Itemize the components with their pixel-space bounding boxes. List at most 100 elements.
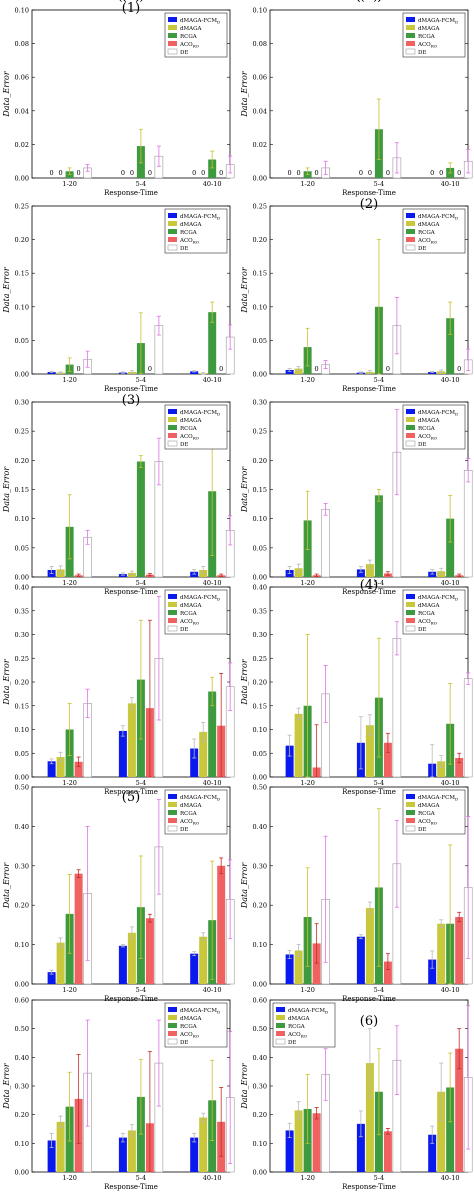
zero-label: 0: [201, 169, 205, 177]
x-tick-label: 5-4: [136, 1174, 146, 1182]
y-tick-label: 0.00: [253, 574, 267, 582]
y-tick-label: 0.50: [15, 1025, 29, 1033]
legend-label: DE: [288, 1040, 296, 1046]
y-tick-label: 0.40: [15, 823, 29, 831]
x-tick-label: 40-10: [203, 579, 222, 587]
y-axis-label: Data_Error: [2, 70, 11, 117]
panel-title: (5): [122, 790, 140, 805]
legend-label: ACORO: [417, 42, 438, 49]
y-tick-label: 0.05: [253, 750, 267, 758]
chart-panel-12: (12) 0.00 0.10 0.20 0.30 0.40 0.50 0.60 Data_Err…: [240, 0, 473, 1191]
legend-label: DE: [418, 442, 426, 448]
legend-label: dMAGA: [180, 1016, 203, 1022]
x-tick-label: 5-4: [374, 779, 384, 787]
y-tick-label: 0.20: [253, 679, 267, 687]
panel-title: (2): [360, 197, 378, 212]
legend-swatch: [276, 1023, 285, 1028]
legend-label: DE: [180, 1040, 188, 1046]
legend-swatch: [168, 802, 177, 807]
y-tick-label: 0.10: [253, 941, 267, 949]
y-tick-label: 0.30: [253, 862, 267, 870]
bar: [199, 1117, 208, 1172]
legend-label: ACORO: [179, 42, 200, 49]
legend-label: dMAGA: [418, 26, 441, 32]
legend-label: dMAGA-FCMD: [418, 18, 458, 25]
bar: [190, 953, 199, 984]
x-tick-label: 5-4: [374, 579, 384, 587]
y-tick-label: 0.35: [15, 607, 29, 615]
legend-label: dMAGA: [418, 418, 441, 424]
bar: [136, 461, 145, 577]
zero-label: 0: [130, 169, 134, 177]
chart-panel-1: (1) 0.00 0.02 0.04 0.06 0.08 0.10 Data_Error Res…: [2, 1, 235, 197]
bar: [428, 959, 437, 984]
y-tick-label: 0.15: [253, 702, 267, 710]
y-axis-label: Data_Error: [2, 658, 11, 705]
bar: [321, 509, 330, 578]
bar: [383, 742, 392, 777]
x-tick-label: 5-4: [136, 376, 146, 384]
y-tick-label: 0.10: [15, 1140, 29, 1148]
y-tick-label: 0.40: [15, 1054, 29, 1062]
legend-swatch: [406, 433, 415, 438]
legend-swatch: [168, 602, 177, 607]
bar: [383, 1131, 392, 1172]
y-axis-label: Data_Error: [240, 1062, 249, 1109]
zero-label: 0: [148, 169, 152, 177]
x-axis-label: Response-Time: [104, 788, 158, 796]
zero-label: 0: [297, 169, 301, 177]
bar: [118, 1137, 127, 1172]
legend-swatch: [406, 425, 415, 430]
legend-swatch: [168, 425, 177, 430]
legend-label: DE: [180, 442, 188, 448]
bar: [294, 368, 303, 374]
legend-label: DE: [180, 627, 188, 633]
zero-label: 0: [430, 169, 434, 177]
x-tick-label: 5-4: [374, 986, 384, 994]
x-tick-label: 40-10: [441, 986, 460, 994]
bar: [47, 761, 56, 777]
y-tick-label: 0.30: [15, 1083, 29, 1091]
y-tick-label: 0.40: [15, 584, 29, 592]
axes-frame: [31, 9, 231, 179]
legend-swatch: [406, 810, 415, 815]
bar: [190, 371, 199, 374]
bar: [294, 1110, 303, 1172]
bar: [312, 943, 321, 984]
legend-swatch: [406, 237, 415, 242]
zero-label: 0: [457, 169, 461, 177]
panel-title: (6): [360, 1014, 378, 1029]
legend-label: dMAGA-FCMD: [288, 1008, 328, 1015]
legend-swatch: [168, 17, 177, 22]
legend-label: ACORO: [179, 238, 200, 245]
legend-label: dMAGA-FCMD: [418, 595, 458, 602]
bar: [127, 1130, 136, 1172]
bar: [74, 761, 83, 777]
legend-label: DE: [418, 627, 426, 633]
legend-label: RCGA: [418, 230, 436, 236]
chart-panel-10: (10) 0.00 0.10 0.20 0.30 0.40 0.50 Data_Error Re…: [240, 0, 473, 1003]
bar: [446, 318, 455, 374]
legend-swatch: [168, 237, 177, 242]
bar: [74, 873, 83, 984]
x-tick-label: 40-10: [441, 579, 460, 587]
y-tick-label: 0.15: [253, 270, 267, 278]
y-tick-label: 0.20: [15, 1111, 29, 1119]
legend-swatch: [406, 818, 415, 823]
legend-swatch: [276, 1007, 285, 1012]
y-tick-label: 0.06: [253, 74, 267, 82]
bar: [285, 369, 294, 374]
legend-label: RCGA: [180, 34, 198, 40]
zero-label: 0: [315, 365, 319, 373]
axes-frame: [269, 9, 469, 179]
zero-label: 0: [288, 169, 292, 177]
legend-swatch: [167, 440, 178, 447]
chart-panel-2: (2) 0.00 0.02 0.04 0.06 0.08 0.10 Data_Error Res…: [240, 7, 473, 212]
bar: [190, 748, 199, 777]
legend-swatch: [406, 33, 415, 38]
legend-label: RCGA: [180, 426, 198, 432]
